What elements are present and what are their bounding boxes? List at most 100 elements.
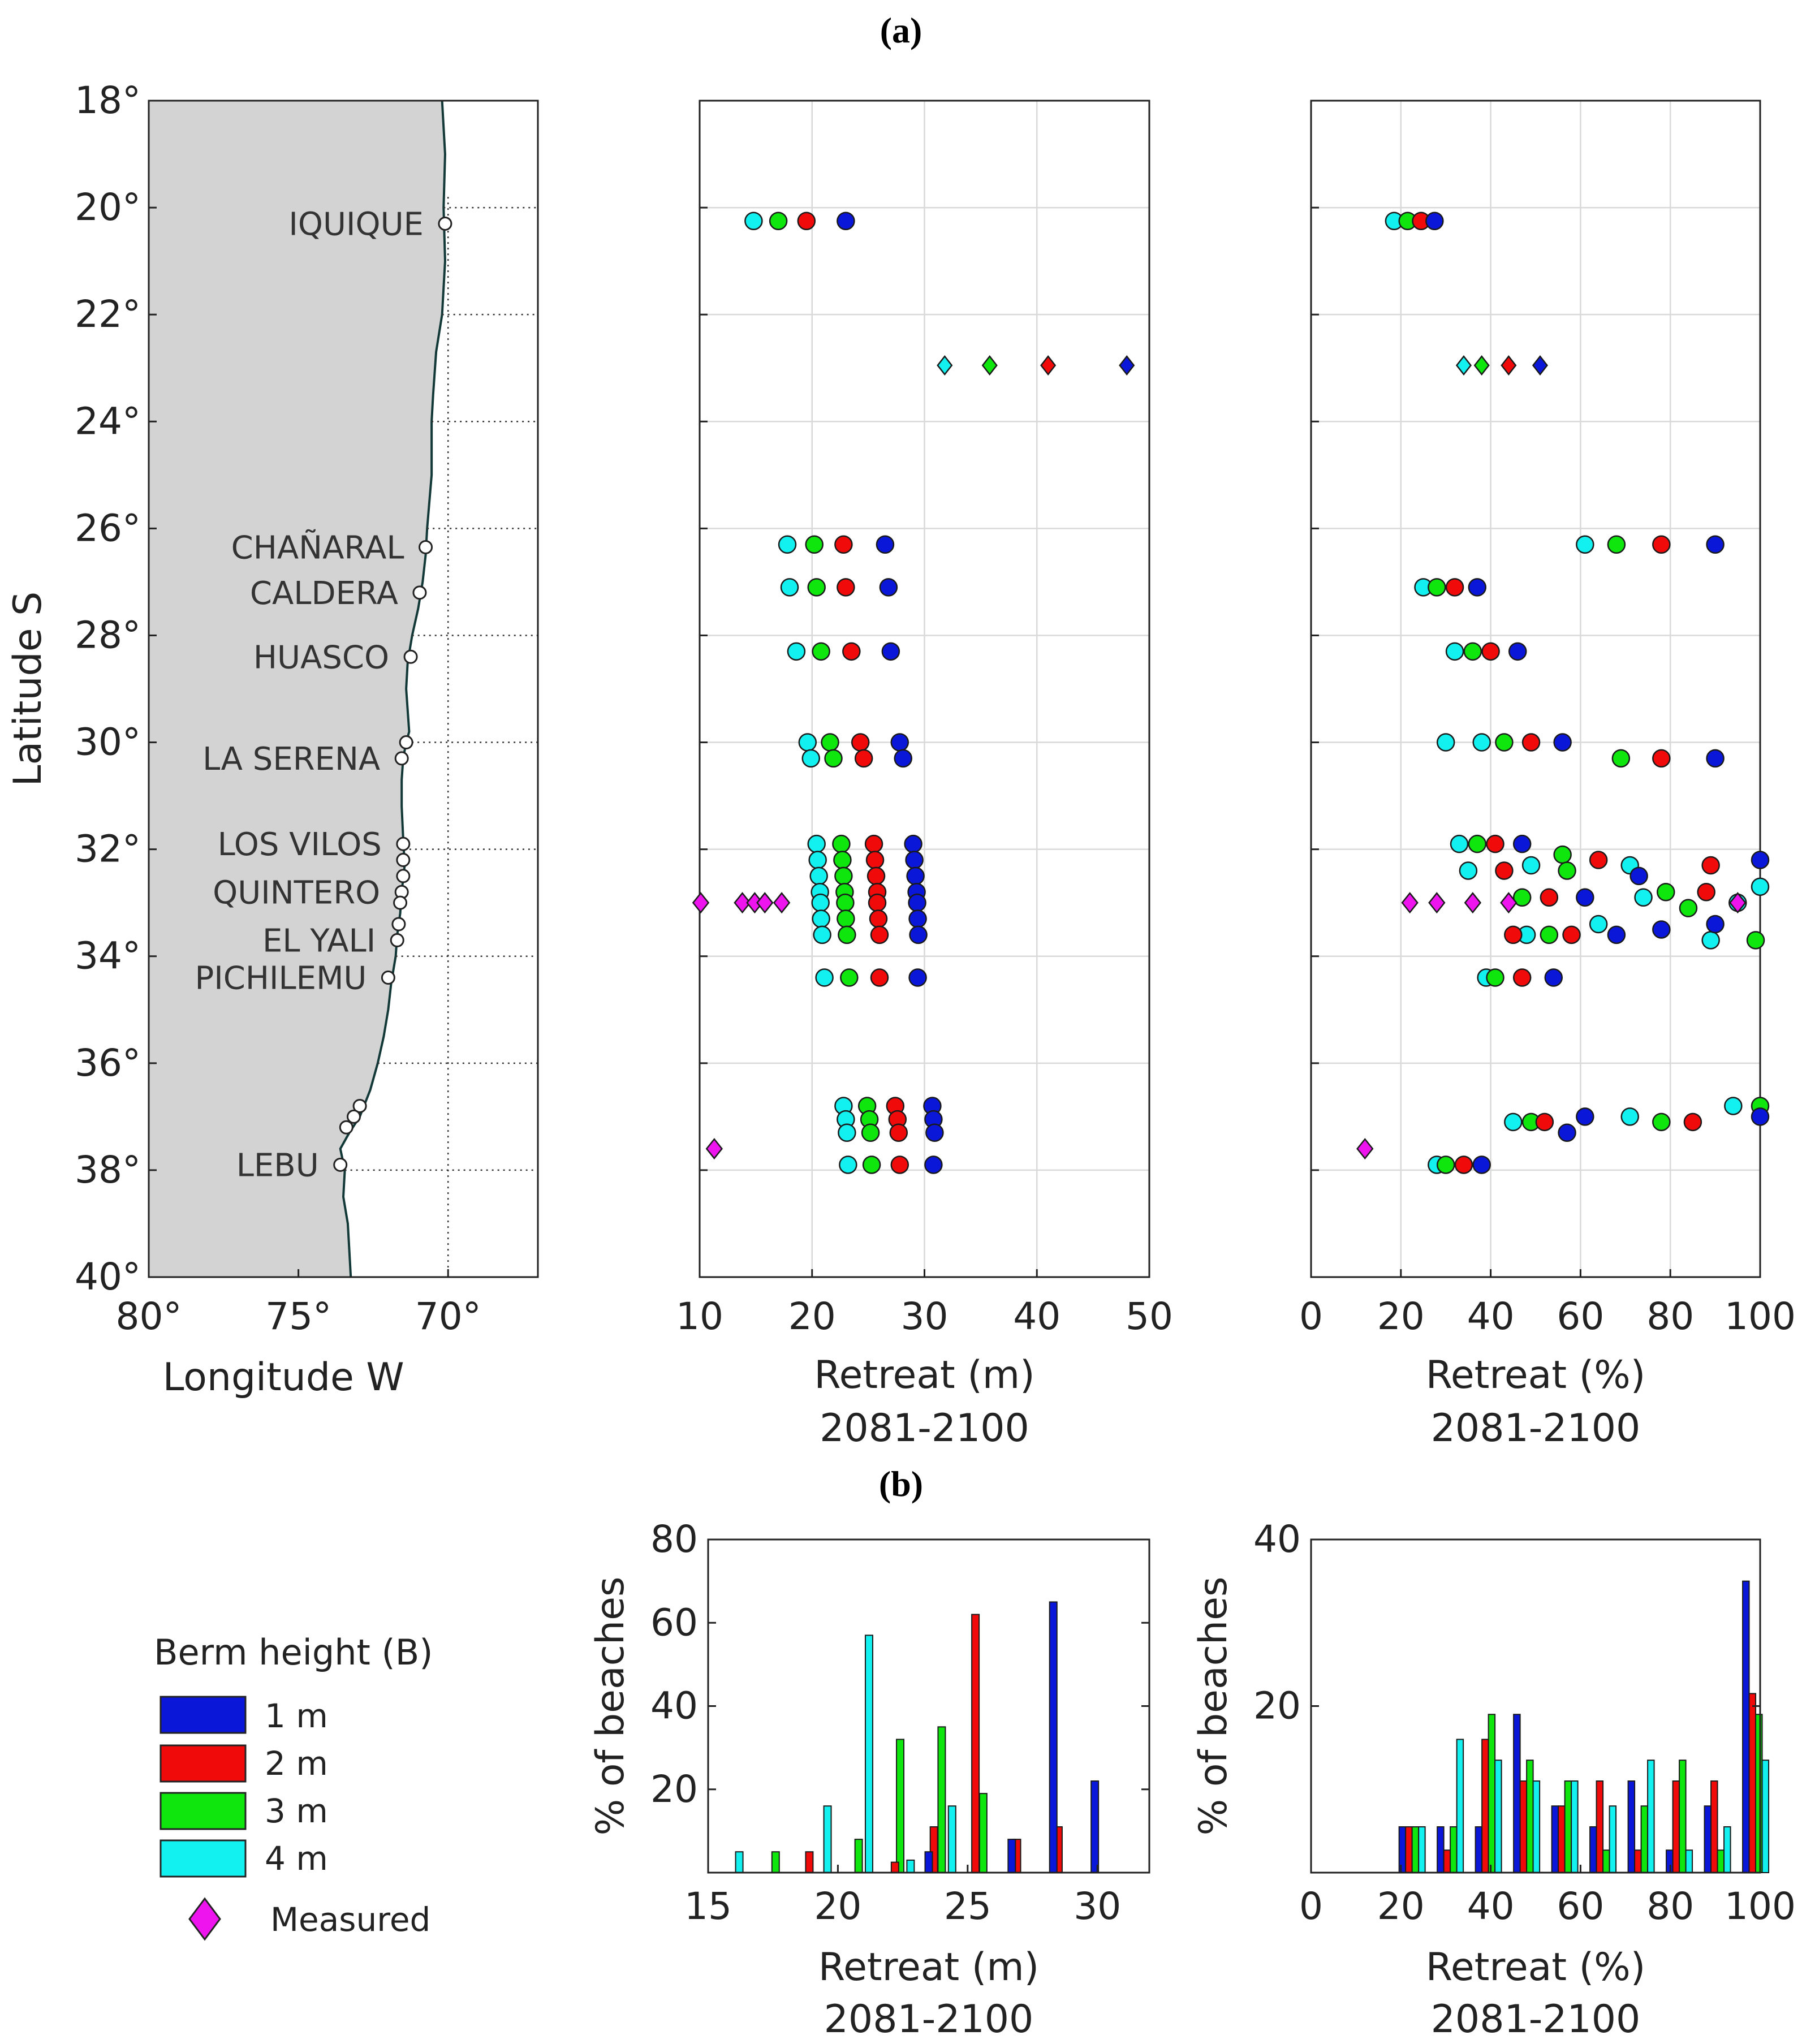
point-3m bbox=[824, 749, 843, 768]
point-2m bbox=[1445, 578, 1464, 597]
point-4m bbox=[808, 851, 827, 869]
point-4m bbox=[838, 1123, 856, 1142]
point-4m bbox=[1620, 1107, 1639, 1126]
bar-2m bbox=[1596, 1780, 1604, 1873]
point-3m bbox=[1611, 749, 1631, 768]
site-marker bbox=[396, 836, 411, 851]
panel-a-label: (a) bbox=[880, 10, 922, 50]
point-4m bbox=[812, 909, 830, 928]
site-label-lebu: LEBU bbox=[236, 1147, 319, 1184]
point-4m bbox=[1724, 1097, 1743, 1115]
point-1m bbox=[890, 733, 909, 752]
point-4m bbox=[1701, 931, 1720, 950]
site-label-huasco: HUASCO bbox=[253, 639, 389, 676]
legend-swatch-1m bbox=[159, 1696, 247, 1734]
measured-point bbox=[773, 892, 791, 914]
map-ytick-label: 32° bbox=[75, 827, 141, 871]
bar-4m bbox=[1609, 1805, 1617, 1873]
site-marker bbox=[419, 540, 433, 554]
bar-4m bbox=[1494, 1760, 1502, 1873]
ytick-label: 20 bbox=[650, 1767, 698, 1811]
bar-4m bbox=[735, 1851, 744, 1873]
bar-2m bbox=[1710, 1780, 1718, 1873]
point-1m bbox=[1706, 535, 1725, 554]
bar-1m bbox=[1007, 1839, 1016, 1874]
point-2m bbox=[1535, 1112, 1554, 1132]
bar-4m bbox=[906, 1859, 915, 1874]
ylabel: % of beaches bbox=[588, 1577, 633, 1836]
map-panel: 18° 20° 22° 24° 26° 28° 30° 32° 34° 36° 38° 40°80° 7… bbox=[6, 79, 539, 1400]
bar-2m bbox=[1481, 1739, 1489, 1873]
map-ylabel: Latitude S bbox=[6, 592, 50, 787]
point-1m bbox=[1425, 212, 1444, 230]
point-2m bbox=[834, 535, 853, 554]
site-marker bbox=[438, 216, 452, 231]
point-4m bbox=[1459, 861, 1478, 880]
measured-point bbox=[692, 892, 710, 914]
point-1m bbox=[905, 851, 924, 869]
map-ytick-label: 28° bbox=[75, 613, 141, 657]
point-1m bbox=[1553, 733, 1572, 752]
measured-point bbox=[734, 892, 751, 914]
point-1m bbox=[1706, 749, 1725, 768]
legend: Berm height (B) 1 m 2 m 3 m 4 m Measured bbox=[154, 1632, 433, 1941]
measured-point bbox=[756, 892, 774, 914]
xtick-label: 40 bbox=[1467, 1295, 1515, 1338]
map-ytick-label: 38° bbox=[75, 1148, 141, 1192]
point-1m bbox=[1576, 888, 1594, 907]
hist-frame bbox=[707, 1538, 1150, 1874]
point-3m bbox=[812, 642, 830, 661]
point-3m bbox=[840, 968, 859, 987]
point-2m bbox=[1540, 888, 1559, 907]
point-4m bbox=[1634, 888, 1653, 907]
point-3m bbox=[1746, 931, 1765, 950]
x-sublabel: 2081-2100 bbox=[824, 1997, 1034, 2042]
xtick-label: 20 bbox=[1377, 1295, 1425, 1338]
map-ytick-label: 20° bbox=[75, 186, 141, 229]
point-2m bbox=[837, 578, 855, 597]
point-2m bbox=[1652, 535, 1671, 554]
point-3m bbox=[1436, 1155, 1455, 1174]
diamond-1m bbox=[1532, 355, 1549, 376]
bar-1m bbox=[1742, 1580, 1750, 1873]
site-label-pichilemu: PICHILEMU bbox=[195, 960, 367, 997]
map-ytick-label: 34° bbox=[75, 934, 141, 978]
point-2m bbox=[865, 851, 885, 869]
point-1m bbox=[1751, 1107, 1770, 1126]
site-label-quintero: QUINTERO bbox=[213, 874, 380, 911]
bar-1m bbox=[1551, 1805, 1559, 1873]
bar-1m bbox=[1049, 1601, 1058, 1873]
bar-3m bbox=[1640, 1805, 1649, 1873]
bar-4m bbox=[1723, 1826, 1731, 1873]
bar-2m bbox=[1519, 1780, 1528, 1873]
point-4m bbox=[744, 212, 763, 230]
legend-label-1m: 1 m bbox=[265, 1697, 328, 1735]
point-3m bbox=[837, 909, 855, 928]
xtick-label: 0 bbox=[1299, 1295, 1323, 1338]
site-marker bbox=[381, 971, 395, 985]
point-1m bbox=[894, 749, 912, 768]
bar-3m bbox=[1450, 1826, 1458, 1873]
bar-1m bbox=[1513, 1714, 1521, 1874]
point-1m bbox=[1629, 866, 1648, 886]
point-4m bbox=[1521, 856, 1541, 875]
bar-4m bbox=[1456, 1739, 1464, 1873]
point-2m bbox=[1652, 749, 1671, 768]
point-4m bbox=[1436, 733, 1455, 752]
site-marker bbox=[394, 751, 409, 766]
point-4m bbox=[787, 642, 806, 661]
point-3m bbox=[821, 733, 839, 752]
point-2m bbox=[890, 1155, 909, 1174]
bar-3m bbox=[937, 1726, 946, 1873]
xtick-label: 30 bbox=[901, 1295, 949, 1338]
bar-3m bbox=[1717, 1849, 1725, 1873]
point-1m bbox=[1468, 578, 1487, 597]
xtick-label: 20 bbox=[1377, 1885, 1425, 1928]
point-3m bbox=[1486, 968, 1504, 987]
diamond-4m bbox=[937, 355, 953, 376]
point-2m bbox=[869, 909, 888, 928]
point-4m bbox=[813, 925, 831, 945]
point-3m bbox=[832, 834, 851, 853]
measured-point bbox=[1401, 892, 1419, 914]
xtick-label: 30 bbox=[1074, 1885, 1121, 1928]
